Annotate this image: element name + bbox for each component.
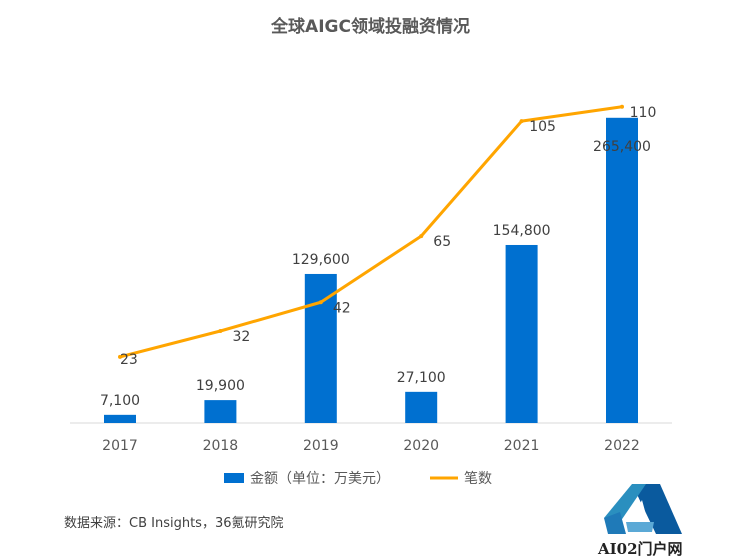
line-point-2020 (419, 234, 424, 239)
bar-label-2021: 154,800 (493, 223, 551, 239)
line-label-2019: 42 (333, 300, 351, 316)
bar-label-2022: 265,400 (593, 139, 651, 155)
watermark: AI02门户网 (598, 484, 683, 556)
line-point-2021 (519, 119, 524, 124)
x-tick-2022: 2022 (604, 438, 640, 454)
watermark-logo-icon (604, 484, 682, 534)
bar-2017 (104, 414, 136, 423)
line-point-2022 (620, 104, 624, 109)
bar-label-2018: 19,900 (196, 378, 245, 394)
bar-2019 (304, 273, 337, 423)
bar-label-2019: 129,600 (292, 252, 350, 268)
line-label-2017: 23 (120, 352, 138, 368)
line-label-2020: 65 (433, 234, 451, 250)
bar-label-2020: 27,100 (397, 370, 446, 386)
line-point-2019 (318, 300, 323, 305)
x-tick-2020: 2020 (403, 438, 439, 454)
line-series (119, 105, 623, 359)
x-tick-2018: 2018 (203, 438, 239, 454)
legend-bar-swatch (224, 473, 244, 483)
x-tick-2021: 2021 (504, 438, 540, 454)
line-label-2022: 110 (630, 105, 657, 121)
line-label-2021: 105 (529, 119, 556, 135)
bar-label-2017: 7,100 (100, 393, 140, 409)
line-label-2018: 32 (232, 329, 250, 345)
line-point-2017 (118, 354, 122, 359)
watermark-text: AI02门户网 (598, 540, 683, 556)
bar-2018 (204, 400, 237, 423)
bar-2020 (405, 391, 438, 423)
legend-bar-label: 金额（单位：万美元） (250, 471, 390, 487)
x-tick-2017: 2017 (102, 438, 138, 454)
line-point-2018 (218, 329, 223, 333)
chart-title: 全球AIGC领域投融资情况 (271, 17, 470, 37)
legend-line-label: 笔数 (464, 471, 492, 487)
bar-2021 (505, 244, 538, 423)
source-note: 数据来源：CB Insights，36氪研究院 (64, 516, 284, 531)
bar-2022 (606, 117, 638, 423)
x-tick-2019: 2019 (303, 438, 339, 454)
